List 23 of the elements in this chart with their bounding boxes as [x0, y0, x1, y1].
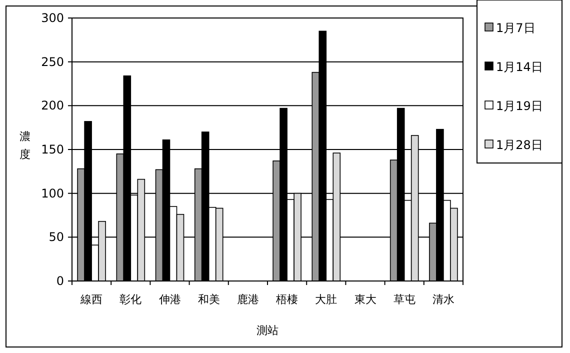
- x-tick-label: 和美: [198, 293, 220, 306]
- y-tick-label: 150: [41, 142, 64, 156]
- legend-label: 1月19日: [496, 99, 543, 113]
- x-axis-title: 測站: [256, 324, 278, 337]
- x-tick-label: 草屯: [393, 293, 416, 306]
- legend-label: 1月14日: [496, 60, 543, 74]
- y-tick-label: 250: [41, 54, 64, 69]
- x-tick-label: 彰化: [120, 293, 142, 306]
- y-tick-label: 300: [41, 11, 64, 25]
- y-axis-title: 濃度: [20, 130, 30, 161]
- legend-label: 1月28日: [496, 138, 543, 152]
- x-tick-label: 鹿港: [236, 293, 259, 306]
- x-tick-label: 線西: [80, 293, 103, 306]
- legend-label: 1月7日: [496, 21, 536, 35]
- y-tick-label: 200: [41, 98, 64, 113]
- x-tick-label: 梧棲: [275, 293, 298, 306]
- x-tick-label: 伸港: [158, 293, 181, 306]
- x-tick-label: 清水: [432, 293, 454, 306]
- y-tick-label: 0: [56, 274, 64, 288]
- x-tick-label: 東大: [354, 293, 376, 306]
- y-tick-label: 50: [48, 230, 64, 244]
- y-tick-label: 100: [41, 186, 64, 200]
- x-tick-label: 大肚: [315, 293, 338, 306]
